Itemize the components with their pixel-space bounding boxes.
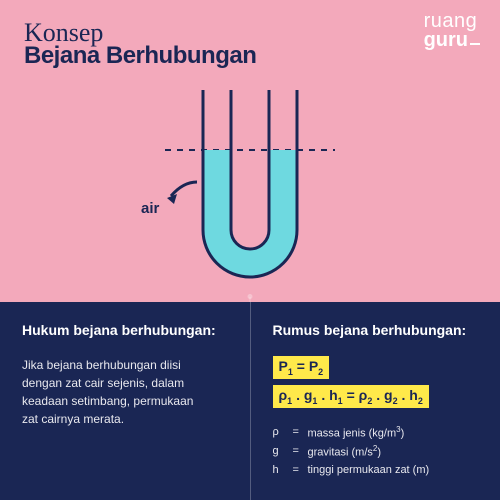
- legend-row: h=tinggi permukaan zat (m): [273, 462, 479, 480]
- arrow-icon: [163, 178, 199, 206]
- legend-row: g=gravitasi (m/s2): [273, 443, 479, 462]
- formula-line-2: ρ1 . g1 . h1 = ρ2 . g2 . h2: [273, 385, 429, 408]
- formula-column: Rumus bejana berhubungan: P1 = P2 ρ1 . g…: [251, 302, 500, 500]
- law-heading: Hukum bejana berhubungan:: [22, 322, 228, 338]
- fluid-fill: [203, 150, 297, 277]
- divider-tick-icon: [250, 297, 251, 302]
- lower-panel: Hukum bejana berhubungan: Jika bejana be…: [0, 302, 500, 500]
- logo-line2: guru: [424, 31, 480, 50]
- page-title: Bejana Berhubungan: [24, 42, 476, 70]
- inner-tube-wall: [231, 90, 269, 249]
- legend-row: ρ=massa jenis (kg/m3): [273, 424, 479, 443]
- formula-line-1: P1 = P2: [273, 356, 330, 379]
- law-text: Jika bejana berhubungan diisi dengan zat…: [22, 356, 228, 428]
- air-label: air: [141, 200, 159, 217]
- law-column: Hukum bejana berhubungan: Jika bejana be…: [0, 302, 250, 500]
- formula-heading: Rumus bejana berhubungan:: [273, 322, 479, 338]
- infographic-container: ruang guru Konsep Bejana Berhubungan air: [0, 0, 500, 500]
- upper-panel: ruang guru Konsep Bejana Berhubungan air: [0, 0, 500, 302]
- u-tube-diagram: air: [135, 90, 365, 290]
- legend: ρ=massa jenis (kg/m3)g=gravitasi (m/s2)h…: [273, 424, 479, 480]
- brand-logo: ruang guru: [424, 12, 480, 50]
